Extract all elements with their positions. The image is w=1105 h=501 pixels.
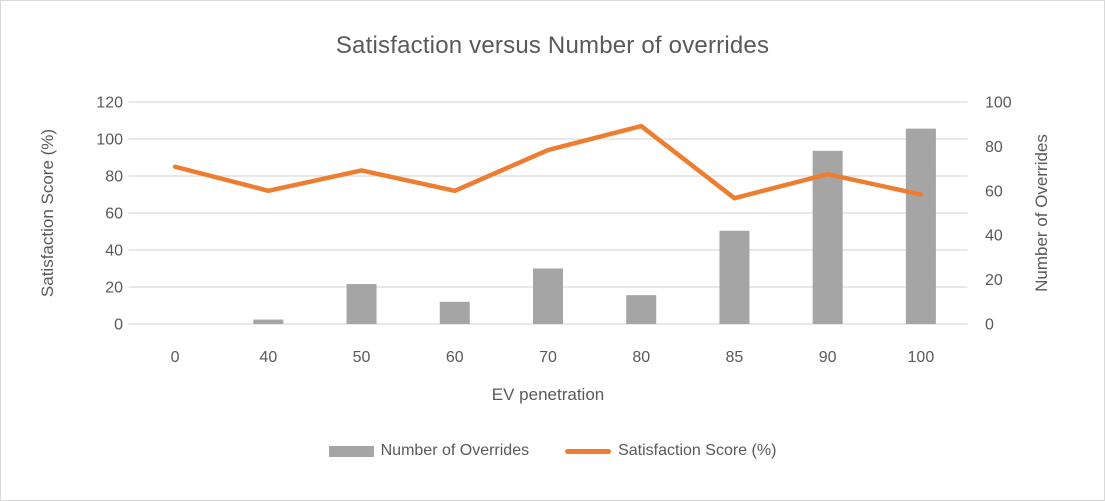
- legend-item-overrides: Number of Overrides: [328, 442, 530, 460]
- left-axis-tick-label: 80: [105, 169, 123, 186]
- legend-label-satisfaction: Satisfaction Score (%): [618, 442, 777, 459]
- x-axis-tick-label: 0: [171, 349, 180, 366]
- right-axis-tick-label: 60: [985, 183, 1003, 200]
- bar-number-of-overrides: [346, 284, 377, 324]
- left-axis-tick-label: 60: [105, 206, 123, 223]
- bar-number-of-overrides: [812, 150, 843, 324]
- bar-number-of-overrides: [253, 319, 284, 324]
- right-axis-tick-label: 40: [985, 228, 1003, 245]
- legend-label-overrides: Number of Overrides: [380, 442, 530, 459]
- x-axis-tick-label: 80: [632, 349, 650, 366]
- bar-number-of-overrides: [626, 295, 657, 324]
- left-axis-tick-label: 0: [114, 317, 123, 334]
- x-axis-tick-label: 70: [539, 349, 557, 366]
- legend-line-swatch-icon: [565, 448, 612, 454]
- right-axis-title: Number of Overrides: [1032, 134, 1051, 292]
- legend-item-satisfaction: Satisfaction Score (%): [565, 442, 776, 460]
- bar-number-of-overrides: [533, 268, 563, 324]
- line-satisfaction-score: [172, 123, 924, 201]
- x-axis-title: EV penetration: [491, 385, 605, 404]
- left-axis-tick-label: 20: [105, 280, 123, 297]
- legend: Number of Overrides Satisfaction Score (…: [1, 442, 1104, 460]
- x-axis-tick-label: 90: [819, 349, 837, 366]
- x-axis-tick-label: 40: [259, 349, 277, 366]
- right-axis-tick-label: 100: [985, 95, 1012, 112]
- left-axis-tick-label: 40: [105, 243, 123, 260]
- chart-title: Satisfaction versus Number of overrides: [335, 32, 770, 59]
- right-axis-tick-label: 0: [985, 317, 994, 334]
- left-axis-tick-label: 120: [96, 95, 123, 112]
- legend-bar-swatch-icon: [328, 445, 374, 457]
- x-axis-tick-label: 60: [446, 349, 464, 366]
- bar-number-of-overrides: [719, 230, 750, 324]
- x-axis-tick-label: 50: [353, 349, 371, 366]
- x-axis-tick-label: 100: [908, 349, 935, 366]
- left-axis-tick-label: 100: [96, 132, 123, 149]
- right-axis-tick-label: 20: [985, 272, 1003, 289]
- left-axis-title: Satisfaction Score (%): [38, 129, 57, 297]
- bar-number-of-overrides: [439, 301, 470, 324]
- x-axis-tick-label: 85: [726, 349, 744, 366]
- right-axis-tick-label: 80: [985, 139, 1003, 156]
- bar-number-of-overrides: [905, 128, 936, 324]
